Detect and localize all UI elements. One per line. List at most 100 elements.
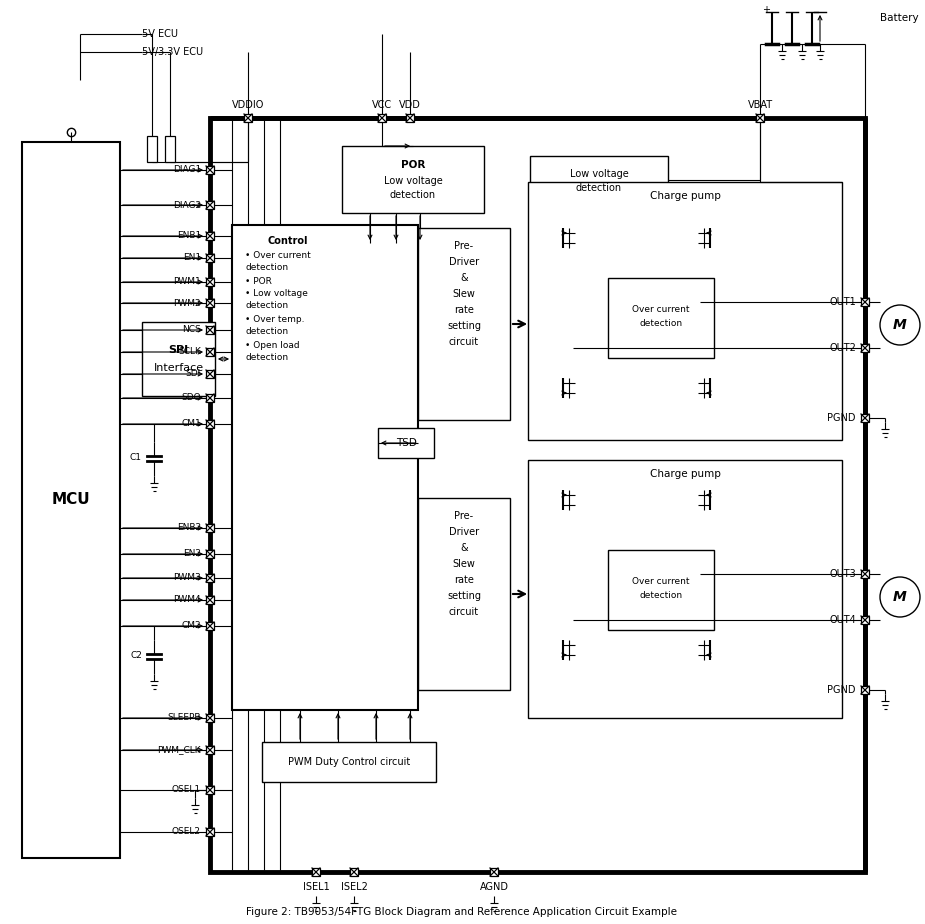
Text: POR: POR (401, 160, 426, 170)
Bar (206, 166, 214, 174)
Text: ISEL1: ISEL1 (302, 882, 329, 892)
Circle shape (880, 577, 920, 617)
Bar (206, 370, 214, 378)
Bar (142, 322, 215, 396)
Text: CM1: CM1 (181, 419, 201, 429)
Bar (378, 114, 386, 122)
Text: &: & (461, 543, 468, 553)
Text: ISEL2: ISEL2 (340, 882, 367, 892)
Text: C2: C2 (130, 651, 142, 661)
Bar (530, 156, 668, 205)
Text: TSD: TSD (396, 438, 416, 448)
Text: EN1: EN1 (183, 253, 201, 262)
Bar (206, 596, 214, 604)
Text: OUT1: OUT1 (829, 297, 856, 307)
Text: Charge pump: Charge pump (649, 191, 721, 201)
Text: C1: C1 (130, 454, 142, 463)
Bar (490, 868, 498, 876)
Bar (378, 428, 434, 458)
Text: Low voltage: Low voltage (384, 176, 442, 186)
Text: DIAG2: DIAG2 (173, 201, 201, 210)
Text: detection: detection (245, 352, 288, 361)
Bar (206, 299, 214, 307)
Text: VCC: VCC (372, 100, 392, 110)
Text: ENB2: ENB2 (177, 524, 201, 532)
Text: • Low voltage: • Low voltage (245, 288, 308, 298)
Text: Over current: Over current (633, 306, 690, 314)
Text: ENB1: ENB1 (177, 232, 201, 240)
Bar (232, 225, 418, 710)
Text: OSEL2: OSEL2 (172, 828, 201, 836)
Text: Driver: Driver (449, 527, 479, 537)
Text: Charge pump: Charge pump (649, 469, 721, 479)
Text: Over current: Over current (633, 578, 690, 587)
Bar (406, 114, 414, 122)
Text: &: & (461, 273, 468, 283)
Text: PGND: PGND (828, 685, 856, 695)
Text: PWM Duty Control circuit: PWM Duty Control circuit (288, 757, 410, 767)
Text: detection: detection (245, 326, 288, 335)
Bar (608, 550, 714, 630)
Text: PWM2: PWM2 (173, 298, 201, 308)
Text: VBAT: VBAT (747, 100, 772, 110)
Text: detection: detection (245, 262, 288, 272)
Bar (210, 118, 865, 872)
Bar (206, 278, 214, 286)
Bar (206, 622, 214, 630)
Bar (206, 201, 214, 209)
Text: PGND: PGND (828, 413, 856, 423)
Text: SPI: SPI (168, 345, 189, 355)
Text: EN2: EN2 (183, 550, 201, 558)
Bar (165, 136, 175, 162)
Text: OUT3: OUT3 (829, 569, 856, 579)
Text: Driver: Driver (449, 257, 479, 267)
Bar (206, 394, 214, 402)
Bar (861, 570, 869, 578)
Bar (206, 232, 214, 240)
Text: circuit: circuit (449, 607, 479, 617)
Text: detection: detection (639, 320, 683, 329)
Text: circuit: circuit (449, 337, 479, 347)
Text: DIAG1: DIAG1 (173, 165, 201, 175)
Bar (206, 524, 214, 532)
Bar (206, 348, 214, 356)
Bar (206, 550, 214, 558)
Text: OUT4: OUT4 (829, 615, 856, 625)
Bar (608, 278, 714, 358)
Bar (861, 414, 869, 422)
Text: Pre-: Pre- (454, 511, 474, 521)
Text: rate: rate (454, 575, 474, 585)
Bar (206, 786, 214, 794)
Text: detection: detection (639, 591, 683, 601)
Bar (418, 498, 510, 690)
Text: Control: Control (267, 236, 307, 246)
Bar (244, 114, 252, 122)
Text: SDI: SDI (186, 370, 201, 379)
Text: SCLK: SCLK (179, 347, 201, 357)
Text: detection: detection (576, 183, 622, 193)
Text: Slew: Slew (452, 559, 475, 569)
Bar (206, 574, 214, 582)
Text: detection: detection (245, 300, 288, 310)
Bar (350, 868, 358, 876)
Text: M: M (894, 590, 906, 604)
Text: PWM4: PWM4 (173, 595, 201, 604)
Text: setting: setting (447, 321, 481, 331)
Text: Pre-: Pre- (454, 241, 474, 251)
Text: rate: rate (454, 305, 474, 315)
Circle shape (880, 305, 920, 345)
Text: • Over current: • Over current (245, 250, 311, 260)
Text: 5V ECU: 5V ECU (142, 29, 178, 39)
Text: • POR: • POR (245, 276, 272, 286)
Text: PWM3: PWM3 (173, 574, 201, 582)
Bar (861, 298, 869, 306)
Text: PWM1: PWM1 (173, 277, 201, 286)
Bar (418, 228, 510, 420)
Text: AGND: AGND (479, 882, 509, 892)
Bar (312, 868, 320, 876)
Bar (342, 146, 484, 213)
Bar (861, 686, 869, 694)
Bar (756, 114, 764, 122)
Text: detection: detection (390, 190, 436, 200)
Text: • Open load: • Open load (245, 341, 300, 349)
